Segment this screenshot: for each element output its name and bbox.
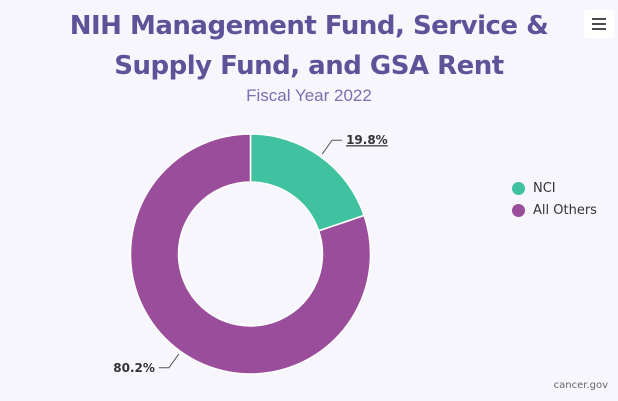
chart-subtitle: Fiscal Year 2022 <box>246 86 372 105</box>
data-labels: 19.8% 80.2% <box>113 133 387 375</box>
data-label-all-others: 80.2% <box>113 361 155 375</box>
chart-menu-button[interactable] <box>584 10 614 38</box>
donut-slices <box>129 133 372 375</box>
data-label-nci: 19.8% <box>346 133 388 147</box>
connector-all-others <box>158 353 180 369</box>
legend-dot-nci <box>512 181 525 195</box>
credits-link[interactable]: cancer.gov <box>553 380 608 391</box>
legend-item-all-others[interactable]: All Others <box>512 199 597 221</box>
connector-nci <box>321 139 343 155</box>
chart-legend: NCI All Others <box>512 177 597 221</box>
hamburger-menu-icon-bar <box>592 28 606 30</box>
chart-title: NIH Management Fund, Service & Supply Fu… <box>0 6 618 86</box>
hamburger-menu-icon-bar <box>592 23 606 25</box>
hamburger-menu-icon <box>592 18 606 20</box>
slice-all-others[interactable] <box>129 133 372 375</box>
legend-item-nci[interactable]: NCI <box>512 177 597 199</box>
legend-label-all-others: All Others <box>533 202 597 218</box>
slice-nci[interactable] <box>249 133 366 232</box>
chart-title-line-1: NIH Management Fund, Service & <box>69 11 549 41</box>
legend-dot-all-others <box>512 203 525 217</box>
chart-title-line-2: Supply Fund, and GSA Rent <box>114 51 504 81</box>
legend-label-nci: NCI <box>533 180 556 196</box>
